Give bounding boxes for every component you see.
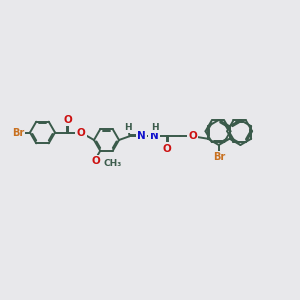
Text: Br: Br (213, 152, 225, 162)
Text: O: O (76, 128, 85, 137)
Text: H: H (152, 123, 159, 132)
Text: H: H (124, 123, 132, 132)
Text: O: O (64, 115, 72, 125)
Text: O: O (92, 156, 100, 166)
Text: O: O (163, 144, 171, 154)
Text: Br: Br (12, 128, 24, 137)
Text: CH₃: CH₃ (104, 159, 122, 168)
Text: O: O (188, 131, 197, 141)
Text: N: N (137, 131, 146, 141)
Text: N: N (150, 131, 158, 141)
